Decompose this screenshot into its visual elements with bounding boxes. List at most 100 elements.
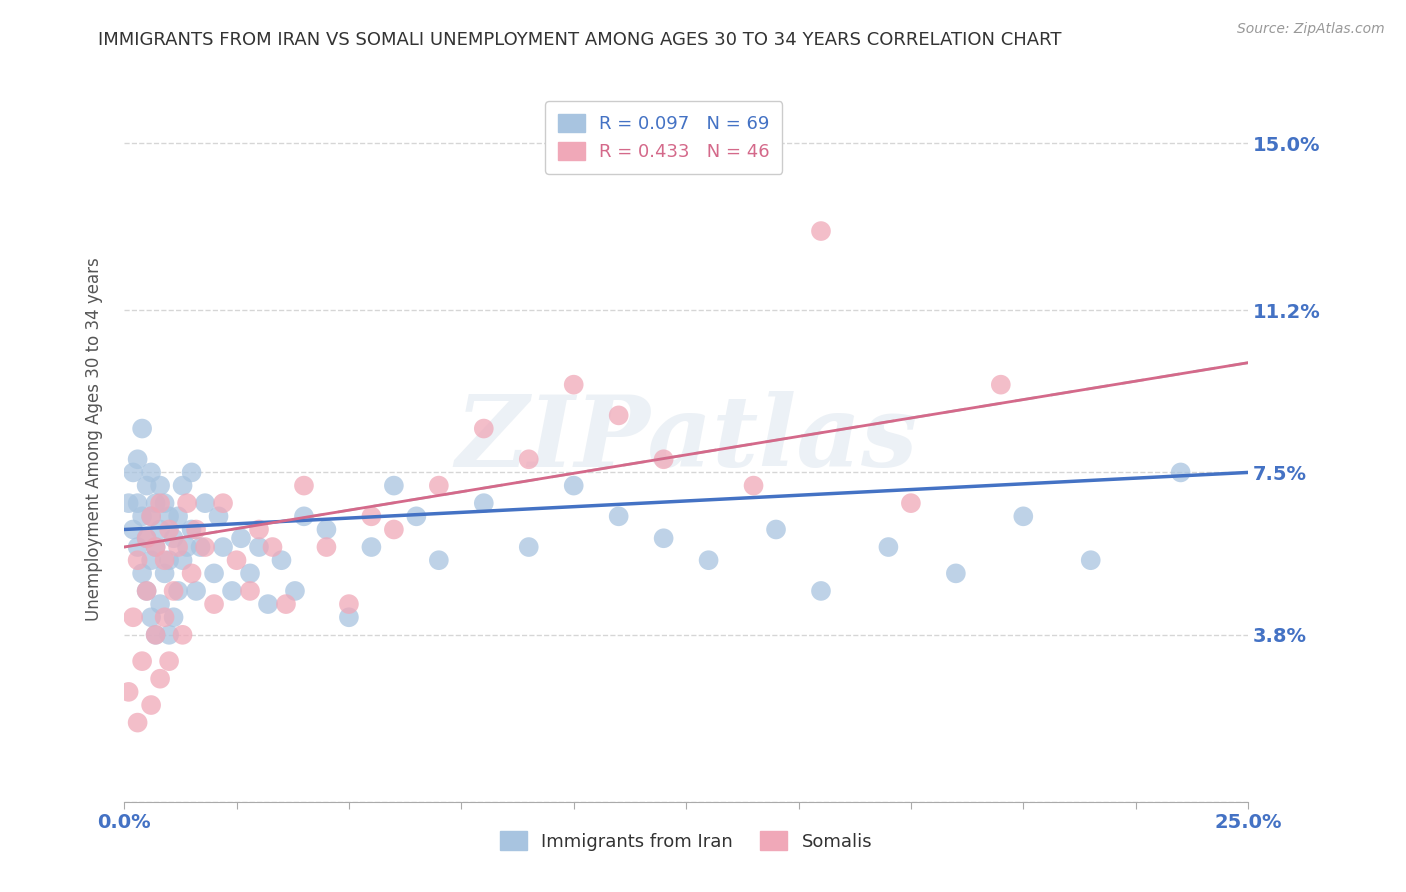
Text: ZIPatlas: ZIPatlas (456, 392, 917, 488)
Point (945, 566, 967, 581)
Point (284, 583, 307, 598)
Point (607, 409, 630, 423)
Point (127, 540, 149, 554)
Point (427, 478, 450, 492)
Point (167, 583, 190, 598)
Point (139, 509, 162, 524)
Point (127, 452, 149, 467)
Point (145, 628, 167, 642)
Point (135, 583, 157, 598)
Point (382, 478, 405, 492)
Point (194, 540, 217, 554)
Point (190, 540, 212, 554)
Point (131, 421, 153, 435)
Point (139, 698, 162, 712)
Point (900, 496, 922, 510)
Point (472, 496, 495, 510)
Point (207, 509, 229, 524)
Point (202, 566, 225, 581)
Point (122, 610, 145, 624)
Point (229, 531, 252, 545)
Point (162, 610, 184, 624)
Point (131, 509, 153, 524)
Point (139, 509, 162, 524)
Point (337, 597, 360, 611)
Point (153, 566, 176, 581)
Point (149, 523, 172, 537)
Point (157, 654, 180, 668)
Point (337, 610, 360, 624)
Point (652, 452, 675, 467)
Point (607, 509, 630, 524)
Point (562, 377, 585, 392)
Point (239, 566, 262, 581)
Point (765, 523, 787, 537)
Legend: R = 0.097   N = 69, R = 0.433   N = 46: R = 0.097 N = 69, R = 0.433 N = 46 (546, 101, 782, 174)
Point (1080, 553, 1102, 567)
Point (139, 610, 162, 624)
Point (1012, 509, 1035, 524)
Point (360, 540, 382, 554)
Text: Source: ZipAtlas.com: Source: ZipAtlas.com (1237, 22, 1385, 37)
Point (239, 583, 262, 598)
Point (990, 377, 1012, 392)
Point (157, 509, 180, 524)
Point (145, 540, 167, 554)
Point (145, 628, 167, 642)
Point (810, 583, 832, 598)
Point (472, 421, 495, 435)
Point (167, 509, 190, 524)
Point (270, 553, 292, 567)
Point (131, 654, 153, 668)
Point (292, 509, 315, 524)
Point (360, 509, 382, 524)
Point (135, 531, 157, 545)
Point (127, 715, 149, 730)
Point (157, 523, 180, 537)
Point (127, 496, 149, 510)
Point (225, 553, 247, 567)
Point (262, 540, 284, 554)
Point (1170, 466, 1192, 480)
Point (153, 610, 176, 624)
Point (247, 540, 270, 554)
Point (176, 540, 198, 554)
Point (517, 540, 540, 554)
Point (742, 478, 765, 492)
Point (162, 583, 184, 598)
Point (274, 597, 297, 611)
Point (139, 553, 162, 567)
Point (184, 523, 207, 537)
Point (184, 583, 207, 598)
Point (202, 597, 225, 611)
Point (292, 478, 315, 492)
Point (877, 540, 900, 554)
Point (172, 628, 194, 642)
Point (810, 224, 832, 238)
Point (172, 553, 194, 567)
Point (149, 478, 172, 492)
Point (176, 496, 198, 510)
Point (697, 553, 720, 567)
Point (157, 628, 180, 642)
Point (212, 540, 235, 554)
Point (153, 496, 176, 510)
Point (652, 531, 675, 545)
Point (517, 452, 540, 467)
Point (122, 466, 145, 480)
Point (257, 597, 280, 611)
Point (315, 540, 337, 554)
Point (315, 523, 337, 537)
Point (212, 496, 235, 510)
Point (180, 466, 202, 480)
Point (117, 496, 139, 510)
Point (162, 531, 184, 545)
Point (145, 496, 167, 510)
Point (180, 523, 202, 537)
Point (194, 496, 217, 510)
Y-axis label: Unemployment Among Ages 30 to 34 years: Unemployment Among Ages 30 to 34 years (86, 258, 103, 622)
Point (135, 478, 157, 492)
Point (145, 540, 167, 554)
Point (167, 540, 190, 554)
Point (117, 685, 139, 699)
